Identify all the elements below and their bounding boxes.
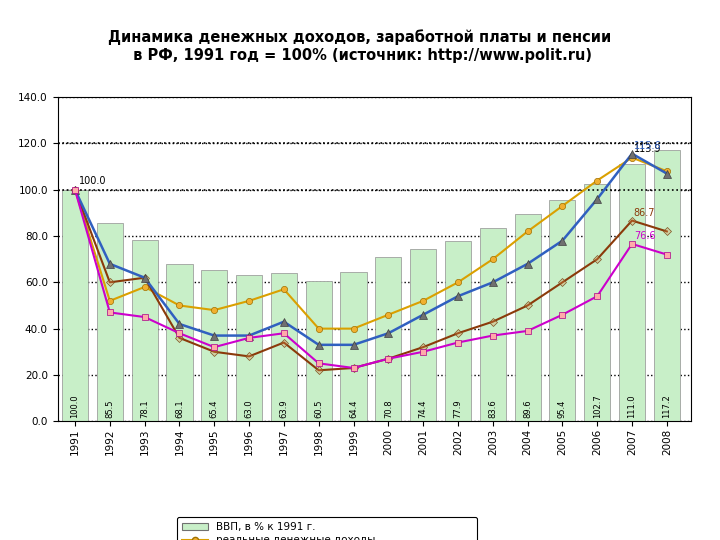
- Bar: [341, 272, 366, 421]
- Bar: [375, 258, 401, 421]
- Text: 60.5: 60.5: [314, 399, 323, 418]
- Text: 83.6: 83.6: [488, 399, 498, 418]
- Bar: [306, 281, 332, 421]
- Text: Динамика денежных доходов, заработной платы и пенсии
 в РФ, 1991 год = 100% (ист: Динамика денежных доходов, заработной пл…: [109, 30, 611, 63]
- Bar: [619, 164, 645, 421]
- Bar: [480, 228, 506, 421]
- Text: 100.0: 100.0: [78, 176, 106, 186]
- Text: 70.8: 70.8: [384, 399, 393, 418]
- Text: 86.7: 86.7: [634, 207, 655, 218]
- Bar: [410, 249, 436, 421]
- Bar: [549, 200, 575, 421]
- Text: 102.7: 102.7: [593, 394, 602, 418]
- Bar: [132, 240, 158, 421]
- Text: 85.5: 85.5: [105, 399, 114, 418]
- Text: 89.6: 89.6: [523, 399, 532, 418]
- Bar: [96, 224, 123, 421]
- Bar: [62, 190, 88, 421]
- Text: 117.2: 117.2: [662, 394, 671, 418]
- Text: 65.4: 65.4: [210, 399, 219, 418]
- Text: 111.0: 111.0: [628, 394, 636, 418]
- Text: 100.0: 100.0: [71, 394, 79, 418]
- Legend: ВВП, в % к 1991 г., реальные денежные доходы, реальная з/п без учета скрытой опл: ВВП, в % к 1991 г., реальные денежные до…: [177, 517, 477, 540]
- Bar: [201, 270, 228, 421]
- Text: 78.1: 78.1: [140, 399, 149, 418]
- Bar: [584, 184, 611, 421]
- Text: 115.6: 115.6: [634, 141, 662, 151]
- Bar: [445, 241, 471, 421]
- Bar: [654, 150, 680, 421]
- Text: 68.1: 68.1: [175, 399, 184, 418]
- Text: 63.0: 63.0: [245, 399, 253, 418]
- Text: 64.4: 64.4: [349, 399, 358, 418]
- Bar: [515, 214, 541, 421]
- Bar: [271, 273, 297, 421]
- Text: 113.9: 113.9: [634, 144, 661, 154]
- Bar: [236, 275, 262, 421]
- Text: 95.4: 95.4: [558, 400, 567, 418]
- Bar: [166, 264, 192, 421]
- Text: 77.9: 77.9: [454, 399, 462, 418]
- Text: 63.9: 63.9: [279, 399, 289, 418]
- Text: 76.6: 76.6: [634, 231, 655, 241]
- Text: 74.4: 74.4: [418, 399, 428, 418]
